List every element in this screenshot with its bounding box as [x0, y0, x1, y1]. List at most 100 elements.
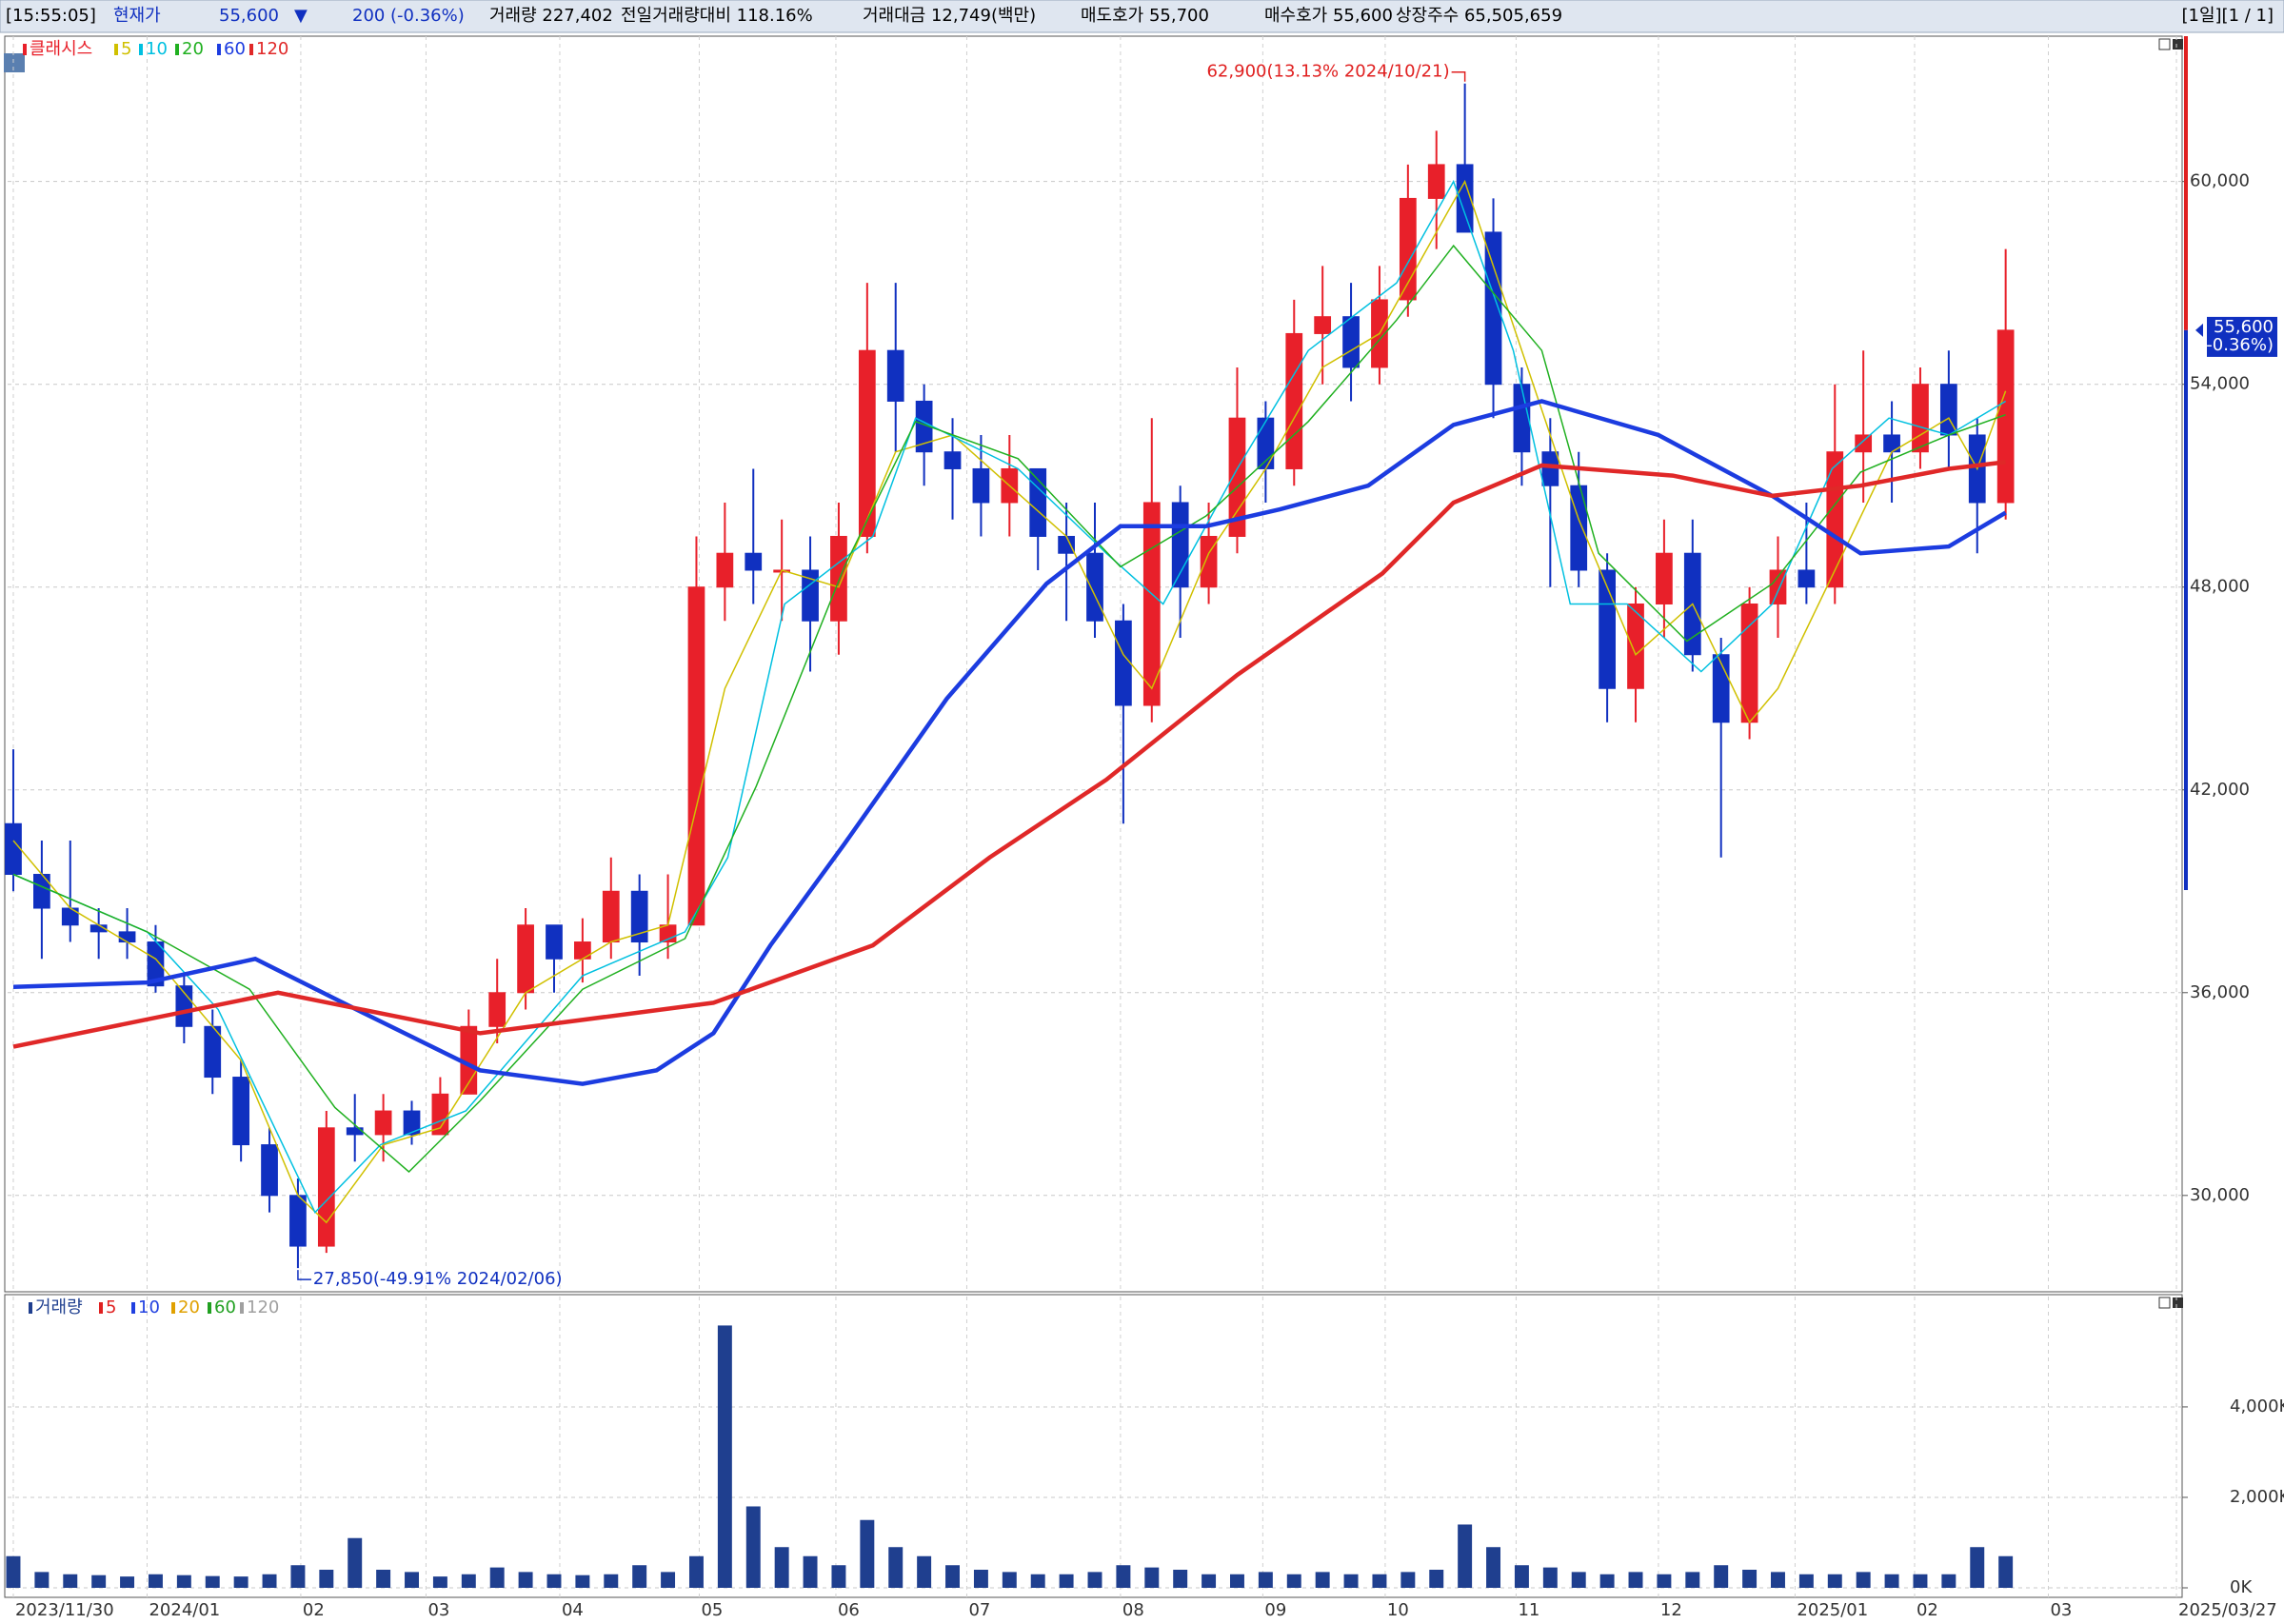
legend-swatch	[139, 44, 143, 55]
annotation-arrow	[1451, 70, 1466, 82]
volume-bar	[1343, 1574, 1359, 1588]
header-item: 매수호가 55,600	[1264, 6, 1393, 26]
panel-button[interactable]	[2173, 39, 2183, 50]
x-tick-label: 2025/01	[1797, 1600, 1868, 1620]
candle-body	[232, 1077, 250, 1146]
volume-bar	[1315, 1572, 1330, 1588]
volume-bar	[945, 1565, 960, 1588]
volume-bar	[1059, 1574, 1074, 1588]
candle-body	[488, 992, 506, 1027]
legend-label: 120	[247, 1297, 279, 1317]
x-tick-label: 03	[2050, 1600, 2072, 1620]
candle-body	[1314, 316, 1332, 334]
volume-bar	[1429, 1569, 1444, 1588]
candle-body	[1912, 384, 1929, 453]
candle-body	[403, 1110, 421, 1136]
legend-label: 120	[256, 39, 288, 59]
candle-body	[830, 535, 847, 622]
volume-bar	[1628, 1572, 1643, 1588]
y-tick-label: 36,000	[2190, 982, 2250, 1002]
header-bar	[0, 0, 2284, 33]
legend-label: 5	[106, 1297, 116, 1317]
moving-average	[12, 460, 2006, 1049]
moving-average	[12, 244, 2006, 1174]
volume-bar	[1230, 1574, 1244, 1588]
volume-bar	[1202, 1574, 1217, 1588]
header-pager: [1일][1 / 1]	[2181, 6, 2274, 26]
volume-bar	[604, 1574, 619, 1588]
volume-bar	[831, 1565, 846, 1588]
x-tick-label: 05	[701, 1600, 723, 1620]
volume-bar	[888, 1547, 904, 1588]
volume-bar	[661, 1572, 676, 1588]
candle-body	[118, 931, 136, 943]
y-tick-label: 30,000	[2190, 1185, 2250, 1205]
candle-body	[630, 890, 648, 943]
candle-body	[1171, 502, 1189, 588]
volume-bar	[1400, 1572, 1416, 1588]
candle-body	[1142, 502, 1161, 706]
header-item: 매도호가 55,700	[1081, 6, 1209, 26]
legend-swatch	[29, 1302, 32, 1314]
y-tick-label: 48,000	[2190, 577, 2250, 597]
volume-bar	[688, 1555, 704, 1588]
candle-body	[1285, 332, 1303, 469]
header-item: 전일거래량대비 118.16%	[621, 6, 813, 26]
panel-button[interactable]	[2158, 38, 2171, 50]
x-tick-label: 2023/11/30	[15, 1600, 114, 1620]
volume-bar	[348, 1537, 363, 1588]
price-panel	[4, 35, 2183, 1293]
volume-bar	[1827, 1574, 1842, 1588]
volume-bar	[1002, 1572, 1017, 1588]
candle-body	[1855, 434, 1873, 453]
candle-body	[1399, 197, 1417, 301]
candle-body	[5, 822, 22, 876]
x-tick-label: 11	[1518, 1600, 1539, 1620]
legend-label: 거래량	[35, 1297, 83, 1317]
candle-body	[1656, 552, 1673, 604]
legend-label: 60	[214, 1297, 236, 1317]
legend-label: 60	[224, 39, 246, 59]
volume-bar	[148, 1574, 163, 1588]
candle-body	[1456, 164, 1474, 233]
volume-bar	[1258, 1572, 1273, 1588]
moving-average	[12, 399, 2007, 1086]
volume-bar	[774, 1547, 789, 1588]
candle-body	[1826, 451, 1844, 588]
volume-bar	[290, 1565, 306, 1588]
y-tick-label: 54,000	[2190, 374, 2250, 394]
candle-body	[261, 1144, 278, 1197]
legend-swatch	[175, 44, 179, 55]
volume-bar	[1173, 1569, 1188, 1588]
candle-body	[1086, 552, 1103, 622]
y-tick-label: 60,000	[2190, 171, 2250, 191]
legend-label: 5	[121, 39, 131, 59]
volume-bar	[1941, 1574, 1956, 1588]
volume-bar	[120, 1576, 135, 1588]
candle-body	[1769, 569, 1787, 604]
volume-bar	[1913, 1574, 1928, 1588]
legend-swatch	[131, 1302, 135, 1314]
candle-body	[517, 924, 534, 994]
volume-bar	[575, 1574, 590, 1588]
x-tick-label: 06	[838, 1600, 860, 1620]
candle-body	[175, 985, 193, 1027]
legend-swatch	[99, 1302, 103, 1314]
header-item: 거래대금 12,749(백만)	[863, 6, 1036, 26]
volume-panel	[4, 1294, 2183, 1598]
candle-body	[858, 349, 876, 537]
legend-swatch	[208, 1302, 211, 1314]
panel-button[interactable]	[2158, 1297, 2171, 1309]
panel-icon[interactable]	[4, 53, 25, 72]
candle-body	[1484, 231, 1502, 386]
legend-label: 10	[146, 39, 168, 59]
header-item: 거래량 227,402	[489, 6, 613, 26]
volume-bar	[803, 1555, 818, 1588]
volume-bar	[1714, 1565, 1729, 1588]
legend-swatch	[114, 44, 118, 55]
panel-button[interactable]	[2173, 1297, 2183, 1308]
volume-bar	[262, 1574, 277, 1588]
header-item: [15:55:05]	[6, 6, 96, 26]
candle-body	[33, 874, 50, 909]
